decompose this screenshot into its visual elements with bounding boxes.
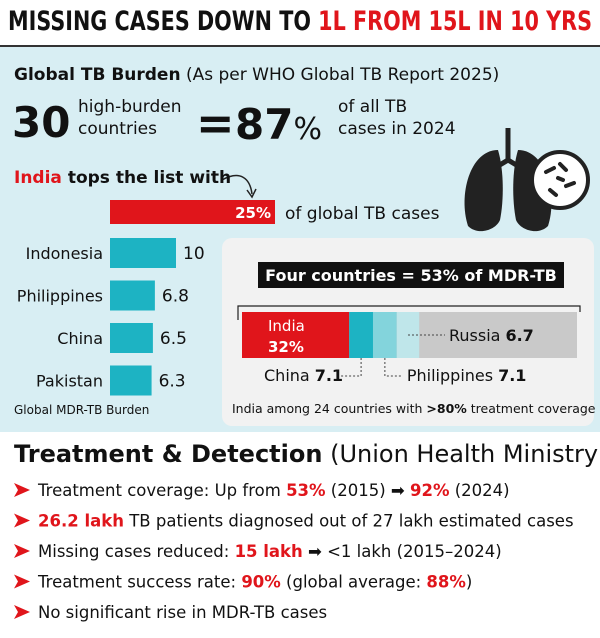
mdr-note-part: >80% [426,401,467,416]
burden-share: 87% [235,100,322,149]
bar-title-part: tops the list with [62,168,231,188]
burden-count-desc: countries [78,119,157,139]
treatment-item: No significant rise in MDR-TB cases [38,603,327,622]
value-label: 32% [268,338,304,356]
value-label: 6.8 [162,287,189,307]
treatment-item-part: ➡ <1 lakh (2015–2024) [303,542,502,561]
pointer-arrow-head [246,188,257,199]
leader-line [339,358,362,377]
header-title: MISSING CASES DOWN TO 1L FROM 15L IN 10 … [8,6,592,37]
treatment-item-part: ) [466,573,472,592]
bullet [14,483,30,497]
treatment-item: Treatment success rate: 90% (global aver… [37,573,472,592]
lungs-icon [464,128,590,232]
bar-label-part: of global TB cases [285,204,440,224]
bar-segment [349,312,373,358]
bar [110,323,153,353]
legend-label: India [268,317,305,335]
china-label-part: 7.1 [315,366,343,385]
bar-title-part: India [14,168,62,188]
value-label: 6.5 [160,329,187,349]
russia-label-part: Russia [449,326,500,345]
burden-count-part: 30 [12,98,70,147]
treatment-title-part: Treatment & Detection [14,440,322,468]
bar [110,200,275,224]
treatment-title: Treatment & Detection (Union Health Mini… [14,440,600,468]
value-label: 10 [183,244,205,264]
treatment-item: Treatment coverage: Up from 53% (2015) ➡… [37,481,510,500]
china-label: China 7.1 [264,366,343,385]
bar [110,365,152,396]
mdr-title: Four countries = 53% of MDR-TB [265,266,557,285]
treatment-item: 26.2 lakh TB patients diagnosed out of 2… [38,512,574,531]
category-label: Indonesia [26,244,103,263]
bullet [14,544,30,558]
burden-count-desc-part: high-burden [78,97,181,117]
treatment-item-part: 88% [426,573,466,592]
russia-label: Russia 6.7 [449,326,534,345]
bar [110,238,176,268]
china-label-part: China [264,366,310,385]
burden-title-part: Global TB Burden [14,65,181,85]
bar-label: of global TB cases [285,204,440,224]
burden-title-part: (As per WHO Global TB Report 2025) [181,65,500,85]
treatment-item-part: (2024) [450,481,510,500]
treatment-item-part: Treatment coverage: Up from [37,481,286,500]
burden-share-desc: cases in 2024 [338,119,456,139]
treatment-item: Missing cases reduced: 15 lakh ➡ <1 lakh… [38,542,502,561]
caption: Global MDR-TB Burden [14,403,149,417]
burden-count-desc-part: countries [78,119,157,139]
category-label: Pakistan [36,372,103,391]
pointer-arrow [221,174,253,195]
value-label: 6.3 [159,372,186,392]
bullet [14,513,30,528]
treatment-item-part: 26.2 lakh [38,512,124,531]
philippines-label-part: Philippines [407,366,493,385]
treatment-item-part: No significant rise in MDR-TB cases [38,603,327,622]
burden-equals: = [196,96,235,150]
bracket [237,305,581,320]
treatment-item-part: 53% [286,481,326,500]
burden-count-desc: high-burden [78,97,181,117]
bar [110,280,155,311]
mdr-note: India among 24 countries with >80% treat… [232,401,596,416]
burden-equals-part: = [196,96,235,150]
burden-share-part: % [293,112,322,147]
treatment-item-part: Treatment success rate: [37,573,241,592]
bar-segment [372,312,397,358]
treatment-title-part: (Union Health Ministry) [322,440,600,468]
mdr-note-part: India among 24 countries with [232,401,426,416]
bullet [14,574,30,589]
russia-label-part: 6.7 [505,326,533,345]
category-label: China [57,329,103,348]
bar-title: India tops the list with [14,168,231,188]
header-title-part: 1L FROM 15L IN 10 YRS [318,6,592,37]
burden-share-desc-part: of all TB [338,97,407,117]
header-title-part: MISSING CASES DOWN TO [8,6,318,37]
value-label: 25% [235,204,271,222]
burden-title: Global TB Burden (As per WHO Global TB R… [14,65,499,85]
bullet [14,605,30,619]
philippines-label: Philippines 7.1 [407,366,527,385]
burden-count: 30 [12,98,70,147]
mdr-title-box [258,262,564,288]
treatment-item-part: 15 lakh [235,542,303,561]
treatment-item-part: (2015) ➡ [326,481,410,500]
mdr-note-part: treatment coverage [467,401,596,416]
leader-line [384,358,403,377]
treatment-item-part: TB patients diagnosed out of 27 lakh est… [124,512,574,531]
treatment-item-part: (global average: [281,573,427,592]
treatment-item-part: 90% [241,573,281,592]
category-label: Philippines [17,287,103,306]
burden-share-part: 87 [235,100,293,149]
treatment-item-part: Missing cases reduced: [38,542,235,561]
burden-share-desc: of all TB [338,97,407,117]
philippines-label-part: 7.1 [498,366,526,385]
bar-segment [242,312,350,358]
treatment-item-part: 92% [410,481,450,500]
burden-share-desc-part: cases in 2024 [338,119,456,139]
